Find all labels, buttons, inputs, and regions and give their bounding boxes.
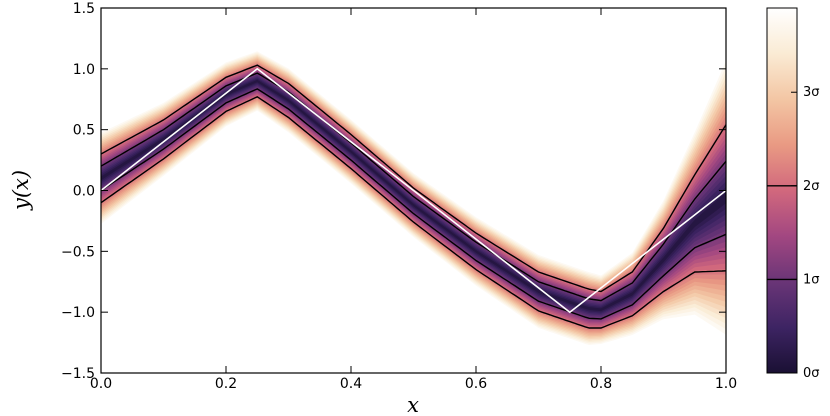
colorbar <box>767 8 797 373</box>
contour-2sigma <box>101 64 726 293</box>
colorbar-tick-label: 0σ <box>803 366 820 381</box>
y-tick-label: −1.5 <box>61 366 95 382</box>
x-tick-label: 0.8 <box>590 376 612 392</box>
colorbar-ticks: 0σ 1σ 2σ 3σ <box>791 85 820 381</box>
contour-1sigma <box>101 72 726 302</box>
x-axis-ticks: 0.0 0.2 0.4 0.6 0.8 1.0 <box>90 8 737 392</box>
sigma-contours <box>101 64 726 329</box>
contour-1sigma <box>101 88 726 320</box>
x-tick-label: 0.2 <box>215 376 237 392</box>
y-tick-label: −0.5 <box>61 244 95 260</box>
true-function-layer <box>101 67 726 314</box>
contour-2sigma <box>101 96 726 329</box>
y-tick-label: 1.0 <box>73 62 95 78</box>
y-tick-label: 0.0 <box>73 184 95 200</box>
x-tick-label: 0.6 <box>465 376 487 392</box>
y-axis-ticks: −1.5 −1.0 −0.5 0.0 0.5 1.0 1.5 <box>61 1 726 382</box>
y-tick-label: 1.5 <box>73 1 95 17</box>
x-tick-label: 0.4 <box>340 376 362 392</box>
true-function-line <box>101 67 726 314</box>
y-tick-label: −1.0 <box>61 305 95 321</box>
y-tick-label: 0.5 <box>73 123 95 139</box>
colorbar-frame <box>766 7 798 374</box>
x-axis-label: x <box>407 393 419 416</box>
x-tick-label: 0.0 <box>90 376 112 392</box>
x-tick-label: 1.0 <box>715 376 737 392</box>
colorbar-tick-label: 3σ <box>803 85 820 100</box>
y-axis-label: y(x) <box>9 170 33 211</box>
colorbar-tick-label: 2σ <box>803 179 820 194</box>
colorbar-tick-label: 1σ <box>803 272 820 287</box>
